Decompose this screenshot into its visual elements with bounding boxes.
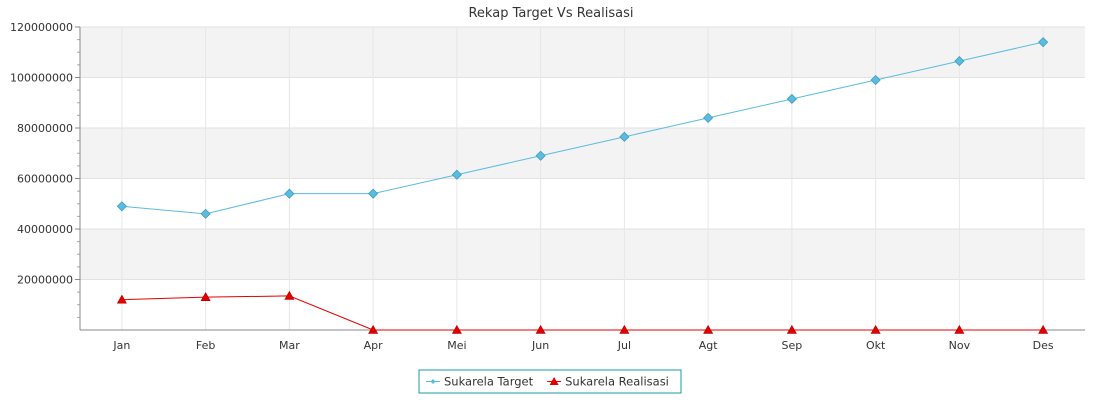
y-tick-label: 120000000 xyxy=(10,21,73,34)
data-point xyxy=(535,324,546,334)
x-tick-labels: Jan Feb Mar Apr Mei Jun Jul Agt Sep Okt Nov Des xyxy=(112,339,1053,352)
data-point xyxy=(200,292,211,301)
data-point xyxy=(1038,37,1049,48)
y-tick-label: 80000000 xyxy=(17,122,73,135)
legend-label: Sukarela Target xyxy=(444,375,534,389)
data-point xyxy=(451,169,462,180)
legend-marker xyxy=(430,379,436,384)
data-point xyxy=(116,201,127,212)
data-point xyxy=(116,294,127,304)
plot-bands xyxy=(80,27,1085,280)
data-point xyxy=(368,324,379,334)
x-tick-label: Jun xyxy=(531,339,549,352)
data-point xyxy=(786,93,797,105)
x-tick-label: Feb xyxy=(196,339,215,352)
series-line xyxy=(121,41,1044,215)
y-tick-label: 40000000 xyxy=(17,223,73,236)
data-point xyxy=(1038,324,1049,334)
data-point xyxy=(954,324,965,334)
x-tick-label: Jan xyxy=(112,339,130,352)
series-1 xyxy=(116,37,1049,219)
data-point xyxy=(368,188,379,199)
x-tick-label: Sep xyxy=(782,339,803,352)
x-tick-label: Des xyxy=(1033,339,1054,352)
x-tick-label: Okt xyxy=(866,339,886,352)
x-tick-label: Agt xyxy=(699,339,719,352)
y-tick-labels: 20000000 40000000 60000000 80000000 10000000… xyxy=(10,21,73,287)
data-point xyxy=(703,324,714,334)
data-point xyxy=(954,56,965,67)
data-point xyxy=(786,324,797,334)
legend-label: Sukarela Realisasi xyxy=(565,375,669,389)
data-point xyxy=(284,290,295,300)
x-tick-label: Mar xyxy=(279,339,300,352)
data-point xyxy=(619,324,630,334)
y-tick-label: 100000000 xyxy=(10,72,73,85)
series-2 xyxy=(116,290,1049,334)
series-line xyxy=(121,295,1044,331)
legend-item: Sukarela Target xyxy=(426,375,534,389)
legend: Sukarela Target Sukarela Realisasi xyxy=(418,369,682,394)
data-point xyxy=(451,324,462,334)
series-group xyxy=(116,37,1049,334)
x-tick-label: Mei xyxy=(447,339,466,352)
y-tick-label: 60000000 xyxy=(17,173,73,186)
data-point xyxy=(870,324,881,334)
x-tick-label: Jul xyxy=(617,339,631,352)
plot-band xyxy=(80,27,1085,78)
data-point xyxy=(535,150,546,161)
data-point xyxy=(870,74,881,86)
plot-band xyxy=(80,128,1085,179)
x-tick-label: Apr xyxy=(364,339,384,352)
chart-title: Rekap Target Vs Realisasi xyxy=(468,6,633,21)
data-point xyxy=(703,112,714,123)
x-tick-label: Nov xyxy=(949,339,971,352)
legend-marker xyxy=(549,377,559,385)
data-point xyxy=(200,208,211,219)
y-tick-label: 20000000 xyxy=(17,274,73,287)
legend-item: Sukarela Realisasi xyxy=(547,375,669,389)
data-point xyxy=(284,188,295,199)
data-point xyxy=(619,131,630,142)
grid-lines xyxy=(80,26,1085,330)
plot-band xyxy=(80,229,1085,280)
